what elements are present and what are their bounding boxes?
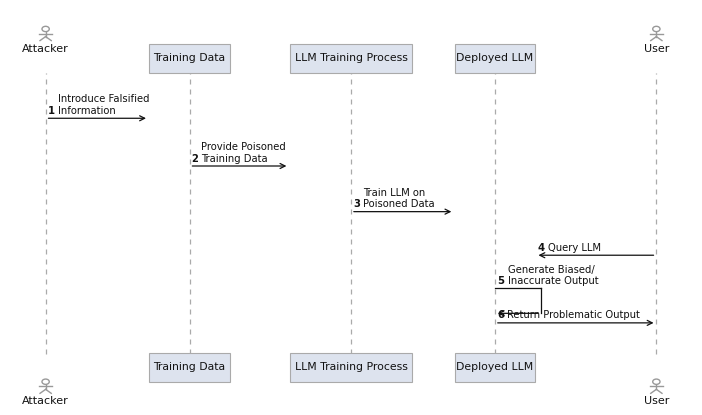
Text: Return Problematic Output: Return Problematic Output — [507, 310, 640, 320]
FancyBboxPatch shape — [150, 44, 230, 73]
Text: 2: 2 — [192, 154, 199, 164]
Text: Provide Poisoned
Training Data: Provide Poisoned Training Data — [201, 142, 286, 164]
Text: User: User — [644, 396, 669, 406]
FancyBboxPatch shape — [455, 353, 535, 382]
Text: Deployed LLM: Deployed LLM — [456, 53, 534, 63]
Text: 4: 4 — [538, 243, 545, 253]
Text: Generate Biased/
Inaccurate Output: Generate Biased/ Inaccurate Output — [508, 265, 599, 286]
Text: 1: 1 — [48, 106, 55, 116]
Text: User: User — [644, 44, 669, 54]
FancyBboxPatch shape — [289, 44, 412, 73]
Text: 3: 3 — [353, 199, 360, 209]
Text: Training Data: Training Data — [154, 362, 225, 372]
Text: Deployed LLM: Deployed LLM — [456, 362, 534, 372]
Text: Introduce Falsified
Information: Introduce Falsified Information — [58, 94, 149, 116]
Text: LLM Training Process: LLM Training Process — [295, 362, 407, 372]
FancyBboxPatch shape — [455, 44, 535, 73]
Text: Attacker: Attacker — [22, 396, 69, 406]
Text: Train LLM on
Poisoned Data: Train LLM on Poisoned Data — [363, 188, 435, 209]
Text: Training Data: Training Data — [154, 53, 225, 63]
Text: Query LLM: Query LLM — [548, 243, 600, 253]
FancyBboxPatch shape — [150, 353, 230, 382]
FancyBboxPatch shape — [289, 353, 412, 382]
Text: LLM Training Process: LLM Training Process — [295, 53, 407, 63]
Text: Attacker: Attacker — [22, 44, 69, 54]
Text: 6: 6 — [497, 310, 504, 320]
Text: 5: 5 — [497, 276, 504, 286]
